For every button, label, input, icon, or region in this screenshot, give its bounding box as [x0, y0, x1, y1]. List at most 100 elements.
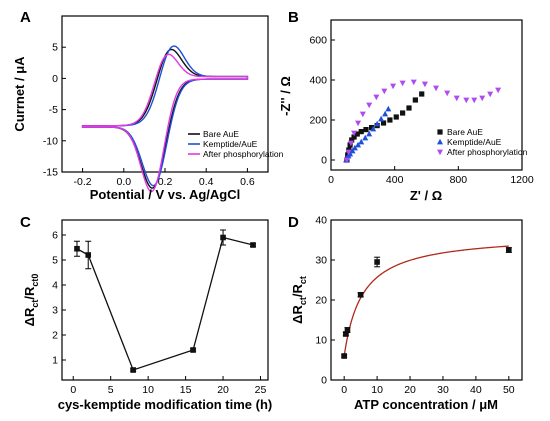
- nyquist-point-s3: [345, 149, 352, 156]
- panel-c: C 0 5 10 15 20 25 1 2 3 4 5 6 cys-kemptide modifica…: [20, 214, 272, 412]
- nyquist-point-s2: [370, 125, 377, 132]
- panel-b-frame: [330, 19, 523, 171]
- panel-a-xlabel: Potential / V vs. Ag/AgCl: [90, 187, 240, 202]
- panel-c-ytick-label: 5: [52, 255, 58, 267]
- data-point: [374, 259, 380, 265]
- panel-d-label: D: [288, 214, 299, 231]
- nyquist-point-s2: [385, 105, 392, 112]
- panel-d-ytick-label: 40: [315, 215, 327, 227]
- nyquist-point-s3: [366, 102, 373, 109]
- panel-c-ylabel-sub1: ct: [30, 300, 40, 308]
- panel-c-ytick-label: 6: [52, 230, 58, 242]
- panel-c-ticks: 0 5 10 15 20 25 1 2 3 4 5 6: [52, 230, 266, 397]
- langmuir-fit-curve: [343, 245, 509, 357]
- data-point: [344, 327, 351, 333]
- nyquist-point-s3: [381, 88, 388, 95]
- panel-b-xtick-label: 400: [386, 174, 404, 186]
- panel-d-xlabel: ATP concentration / μM: [354, 397, 498, 412]
- legend-label: Bare AuE: [203, 129, 239, 139]
- data-point: [190, 347, 196, 353]
- nyquist-point-s1: [358, 129, 364, 135]
- panel-c-frame: [61, 219, 269, 381]
- panel-b-ytick-label: 400: [309, 75, 327, 87]
- legend-marker: [437, 138, 443, 145]
- panel-b-xtick-label: 0: [328, 174, 334, 186]
- panel-c-ylabel-main: ΔR: [22, 307, 37, 326]
- panel-a-xtick-label: 0.2: [158, 176, 173, 188]
- panel-d-ylabel-mid: /R: [290, 284, 305, 298]
- nyquist-point-s1: [393, 114, 399, 120]
- panel-d-ticks: 0 10 20 30 40 50 0 10 20 30 40: [315, 215, 515, 397]
- panel-a-xtick-label: 0.4: [199, 176, 214, 188]
- panel-c-ylabel: ΔRct/Rct0: [22, 274, 40, 327]
- panel-b-label: B: [288, 9, 299, 26]
- nyquist-point-s1: [387, 117, 393, 123]
- nyquist-point-s3: [463, 97, 470, 104]
- cv-curve-3: [81, 53, 249, 193]
- data-point: [341, 353, 347, 359]
- nyquist-point-s2: [382, 110, 389, 117]
- nyquist-point-s1: [351, 134, 357, 140]
- data-point: [130, 367, 136, 373]
- legend-label: Bare AuE: [447, 127, 483, 137]
- panel-b-ytick-label: 600: [309, 35, 327, 47]
- panel-c-ytick-label: 1: [52, 355, 58, 367]
- panel-a: A -0.2 0.0 0.2 0.4 0.6 -15 -10 -5 0 5 Bare AuEKem…: [12, 9, 284, 202]
- nyquist-point-s3: [444, 90, 451, 97]
- panel-c-xtick-label: 20: [217, 384, 229, 396]
- panel-b-points: [343, 79, 502, 164]
- panel-c-ytick-label: 2: [52, 330, 58, 342]
- data-point: [506, 247, 512, 253]
- panel-d-xtick-label: 40: [470, 384, 482, 396]
- panel-b-xtick-label: 1200: [510, 174, 534, 186]
- panel-d-xtick-label: 30: [437, 384, 449, 396]
- panel-d-xtick-label: 0: [341, 384, 347, 396]
- panel-c-xtick-label: 10: [142, 384, 154, 396]
- legend-label: After phosphorylation: [203, 149, 284, 159]
- panel-b-ytick-label: 200: [309, 115, 327, 127]
- panel-d-ylabel-sub1: ct: [298, 297, 308, 305]
- panel-c-series: [73, 229, 257, 373]
- nyquist-point-s2: [374, 120, 381, 127]
- nyquist-point-s3: [471, 97, 478, 104]
- data-point: [220, 234, 226, 241]
- legend-marker: [437, 129, 443, 135]
- nyquist-point-s3: [410, 79, 417, 86]
- panel-d-xtick-label: 10: [371, 384, 383, 396]
- panel-c-label: C: [20, 214, 31, 231]
- panel-d-ytick-label: 20: [315, 295, 327, 307]
- nyquist-point-s3: [373, 94, 380, 101]
- nyquist-point-s3: [487, 91, 494, 98]
- nyquist-point-s3: [421, 81, 428, 88]
- cv-curve-1: [81, 48, 249, 189]
- panel-a-curves: [81, 45, 249, 193]
- legend-label: Kemptide/AuE: [203, 139, 258, 149]
- nyquist-point-s1: [368, 125, 375, 131]
- panel-d: D 0 10 20 30 40 50 0 10 20 30 40 ATP concentration…: [288, 214, 523, 412]
- nyquist-point-s1: [412, 97, 418, 103]
- cv-curve-2: [81, 45, 249, 187]
- nyquist-point-s1: [380, 120, 387, 126]
- nyquist-point-s2: [349, 147, 356, 154]
- panel-c-xtick-label: 15: [180, 384, 192, 396]
- panel-a-ytick-label: 0: [52, 73, 58, 85]
- nyquist-point-s3: [351, 130, 358, 137]
- panel-b-ylabel: -Z'' / Ω: [278, 76, 293, 116]
- legend-marker: [437, 149, 443, 156]
- panel-c-ytick-label: 3: [52, 305, 58, 317]
- panel-d-xtick-label: 50: [503, 384, 515, 396]
- panel-b-ticks: 0 400 800 1200 0 200 400 600: [309, 35, 533, 187]
- nyquist-point-s3: [347, 140, 354, 147]
- nyquist-point-s2: [358, 138, 365, 145]
- nyquist-point-s3: [479, 95, 486, 102]
- panel-d-ytick-label: 0: [321, 375, 327, 387]
- nyquist-point-s1: [406, 105, 412, 111]
- panel-c-xtick-label: 0: [70, 384, 76, 396]
- panel-d-ylabel-main: ΔR: [290, 305, 305, 324]
- panel-d-ylabel-sub2: ct: [298, 276, 308, 284]
- panel-a-xtick-label: 0.0: [116, 176, 131, 188]
- data-point: [357, 292, 364, 298]
- nyquist-point-s2: [378, 115, 385, 122]
